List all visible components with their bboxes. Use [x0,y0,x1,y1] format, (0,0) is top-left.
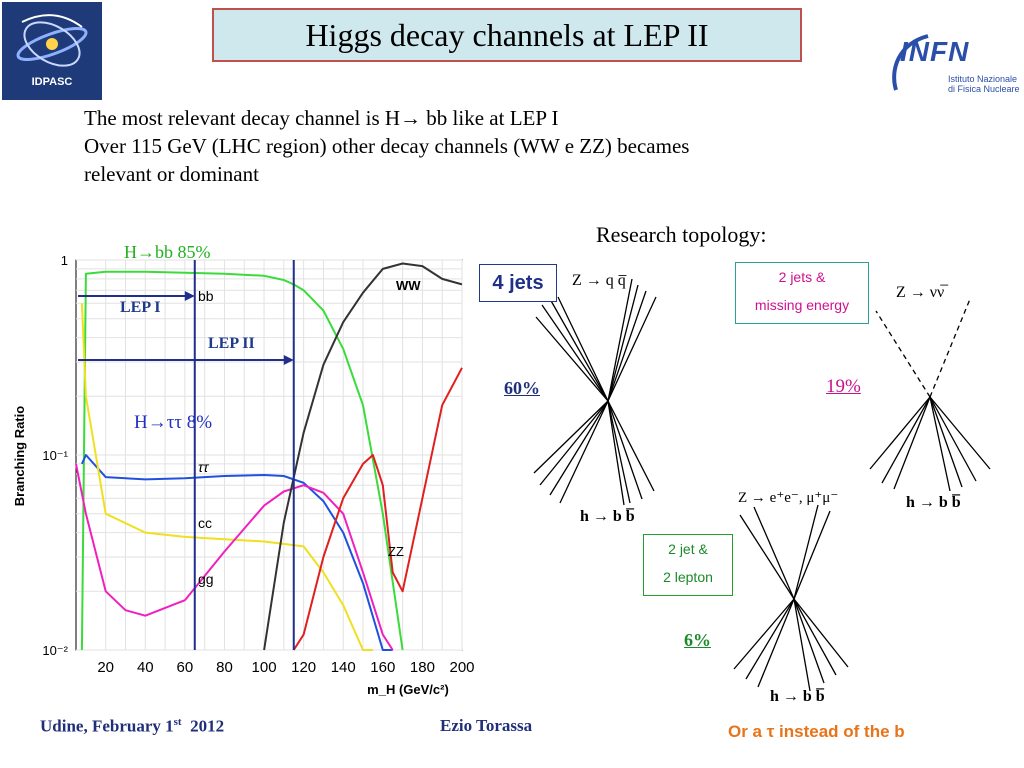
footer-date-year: 2012 [181,716,225,736]
infn-logo-sub1: Istituto Nazionale [948,74,1018,84]
annot-lep1: LEP I [120,299,160,316]
footer-date-main: Udine, February 1 [40,716,174,736]
series-line-cc [80,303,373,651]
footer-note: Or a τ instead of the b [728,722,905,741]
footer-date-sup: st [173,716,182,728]
infn-logo: INFN Istituto Nazionale di Fisica Nuclea… [888,30,1020,100]
intro-text: The most relevant decay channel is H→ bb… [84,104,984,188]
research-topology-label: Research topology: [596,222,767,247]
series-line-ZZ [292,367,463,651]
x-tick-label: 80 [216,659,233,676]
label-ww: WW [396,278,421,293]
four-jets-diagram [533,278,657,506]
z-nunu-label: Z → νν̅ [896,284,945,301]
two-lepton-box: 2 jet & 2 lepton [643,534,733,596]
four-jets-pct: 60% [504,378,540,398]
h-bb-label-3: h → b b̅ [770,688,825,705]
x-tick-label: 160 [370,659,395,676]
h-bb-label-2: h → b b̅ [906,494,961,511]
series-line-ττ [80,454,393,651]
label-gg: gg [198,571,214,587]
label-cc: cc [198,515,212,531]
annot-lep2: LEP II [208,335,255,352]
idpasc-logo-text: IDPASC [31,76,73,88]
label-tautau: ττ [198,459,209,475]
lep2-arrow-head [283,355,294,365]
x-tick-label: 60 [177,659,194,676]
slide-title-text: Higgs decay channels at LEP II [305,16,709,53]
footer-author: Ezio Torassa [440,716,533,735]
lepton-diagram [733,504,849,692]
intro-line-3: relevant or dominant [84,162,259,186]
x-tick-label: 100 [252,659,277,676]
series-line-bb [80,270,404,651]
annot-htautau: H→ττ 8% [134,412,212,433]
x-tick-label: 140 [331,659,356,676]
label-zz: ZZ [388,544,404,559]
h-bb-label-1: h → b b̅ [580,508,635,525]
y-tick-label: 10⁻¹ [42,448,68,463]
missing-energy-diagram [869,298,991,492]
intro-line-1: The most relevant decay channel is H→ bb… [84,106,559,130]
four-jets-box: 4 jets [479,264,557,302]
series-line-gg [75,463,394,651]
x-tick-label: 180 [410,659,435,676]
missing-energy-line-2: missing energy [754,297,850,313]
infn-logo-sub: Istituto Nazionale di Fisica Nucleare [948,74,1020,94]
lep1-arrow-head [184,291,195,301]
infn-logo-sub2: di Fisica Nucleare [948,84,1020,94]
intro-line-2: Over 115 GeV (LHC region) other decay ch… [84,134,690,158]
topology-svg [533,278,991,692]
branching-ratio-chart: 20 40 60 80 100 120 140 160 180 200 1 10⁻¹ 10⁻² Bran… [8,238,480,708]
branching-ratio-svg: 20 40 60 80 100 120 140 160 180 200 1 10⁻¹ 10⁻² Bran… [12,242,475,697]
x-tick-label: 200 [449,659,474,676]
infn-logo-main: INFN [900,36,970,67]
slide-title: Higgs decay channels at LEP II [212,8,802,62]
idpasc-logo: IDPASC [2,2,102,100]
y-tick-label: 10⁻² [42,643,68,658]
z-ll-label: Z → e⁺e⁻, μ⁺μ⁻ [738,490,839,506]
z-qq-label: Z → q q̅ [572,272,626,289]
x-tick-label: 40 [137,659,154,676]
missing-energy-pct: 19% [826,376,861,397]
chart-xlabel: m_H (GeV/c²) [367,682,449,697]
chart-ylabel: Branching Ratio [12,406,27,506]
footer-date: Udine, February 1st 2012 [40,716,224,737]
label-bb: bb [198,288,214,304]
two-lepton-pct: 6% [684,630,711,650]
two-lepton-line-2: 2 lepton [663,569,713,585]
missing-energy-box: 2 jets & missing energy [735,262,869,324]
y-tick-label: 1 [61,253,68,268]
x-tick-label: 120 [291,659,316,676]
annot-hbb: H→bb 85% [124,242,211,262]
missing-energy-line-1: 2 jets & [778,269,826,285]
two-lepton-line-1: 2 jet & [668,541,708,557]
series-line-WW [263,262,463,651]
topology-diagrams [520,255,1020,715]
x-tick-label: 20 [97,659,114,676]
